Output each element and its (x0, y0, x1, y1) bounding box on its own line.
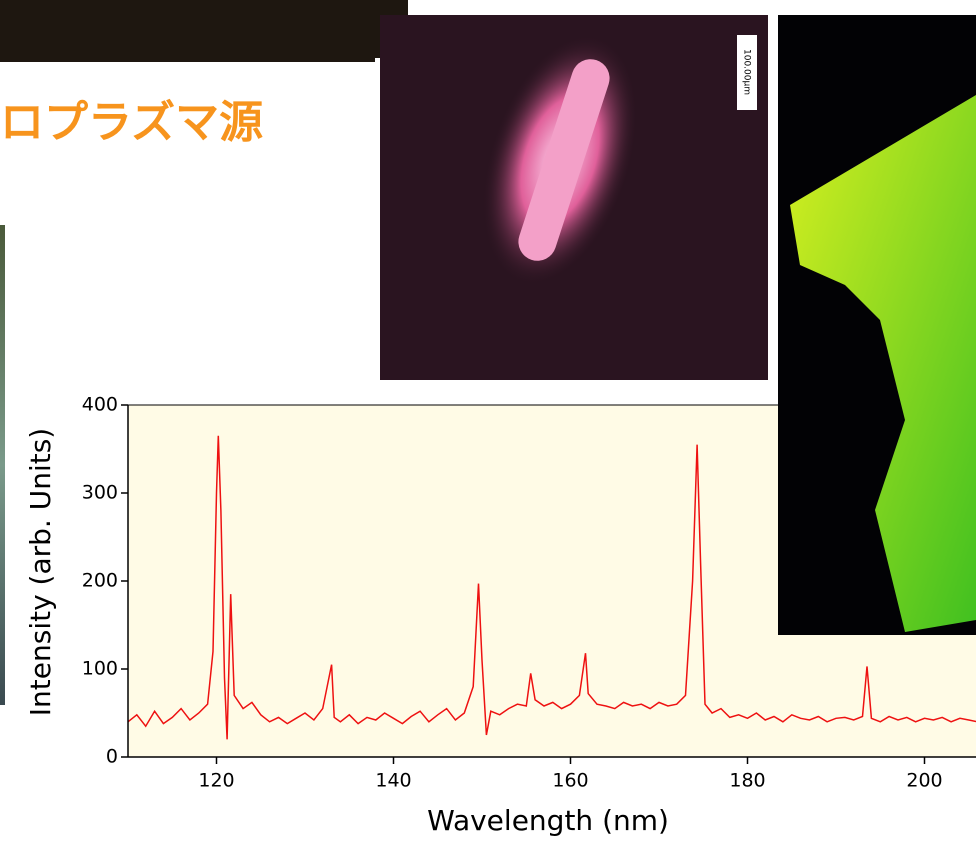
y-axis-label: Intensity (arb. Units) (24, 428, 57, 716)
x-tick-label: 140 (375, 770, 411, 792)
x-tick-label: 120 (198, 770, 234, 792)
top-photo-edge (0, 58, 375, 62)
y-tick-label: 200 (82, 570, 118, 592)
x-tick-label: 180 (729, 770, 765, 792)
y-tick-label: 300 (82, 482, 118, 504)
slide-heading: ロプラズマ源 (0, 97, 263, 148)
slide: ロプラズマ源 0 100 200 300 400 120 140 160 180 200 Wavel… (0, 0, 976, 847)
left-photo (0, 225, 5, 705)
scale-label: 100.00μm (742, 49, 752, 95)
y-tick-label: 0 (106, 746, 118, 768)
x-axis-label: Wavelength (nm) (427, 804, 669, 837)
y-tick-label: 400 (82, 394, 118, 416)
page: ロプラズマ源 0 100 200 300 400 120 140 160 180 200 Wavel… (0, 0, 976, 847)
top-photo (0, 0, 408, 58)
x-tick-label: 200 (906, 770, 942, 792)
x-tick-label: 160 (552, 770, 588, 792)
y-tick-label: 100 (82, 658, 118, 680)
